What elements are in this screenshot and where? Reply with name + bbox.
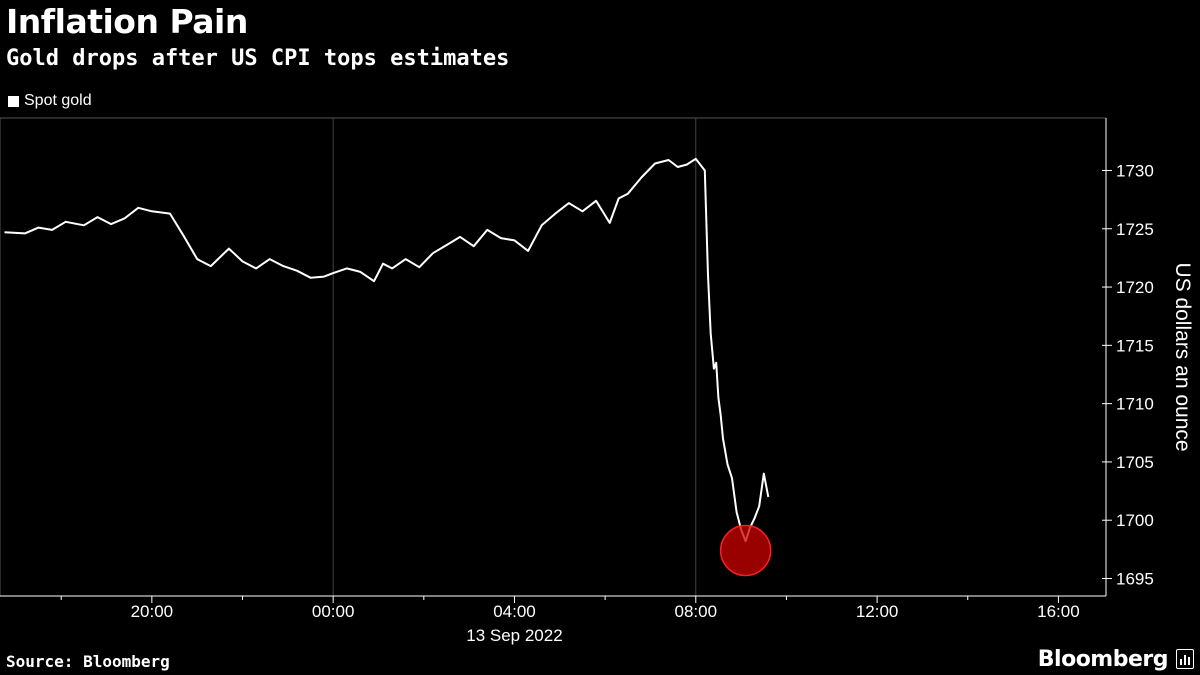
y-tick-label: 1730 <box>1116 161 1154 180</box>
y-tick-label: 1700 <box>1116 511 1154 530</box>
x-tick-label: 04:00 <box>493 602 536 621</box>
low-point-highlight <box>719 524 772 577</box>
chart-legend: Spot gold <box>8 92 92 110</box>
legend-label: Spot gold <box>24 92 92 109</box>
y-tick-label: 1705 <box>1116 453 1154 472</box>
x-tick-label: 12:00 <box>856 602 899 621</box>
bar-chart-icon <box>1176 649 1194 669</box>
y-tick-label: 1725 <box>1116 220 1154 239</box>
y-tick-label: 1715 <box>1116 336 1154 355</box>
y-tick-label: 1720 <box>1116 278 1154 297</box>
chart-title: Inflation Pain <box>6 2 248 41</box>
y-axis-title: US dollars an ounce <box>1171 262 1194 451</box>
x-date-label: 13 Sep 2022 <box>466 626 562 645</box>
legend-swatch <box>8 95 19 107</box>
x-tick-label: 00:00 <box>312 602 355 621</box>
y-tick-label: 1710 <box>1116 395 1154 414</box>
brand-logo: Bloomberg <box>1037 647 1169 672</box>
x-tick-label: 08:00 <box>675 602 718 621</box>
x-tick-label: 20:00 <box>131 602 174 621</box>
y-tick-label: 1695 <box>1116 570 1154 589</box>
spot-gold-line <box>4 157 770 543</box>
chart-subtitle: Gold drops after US CPI tops estimates <box>6 46 510 71</box>
x-tick-label: 16:00 <box>1037 602 1080 621</box>
source-note: Source: Bloomberg <box>6 652 170 671</box>
